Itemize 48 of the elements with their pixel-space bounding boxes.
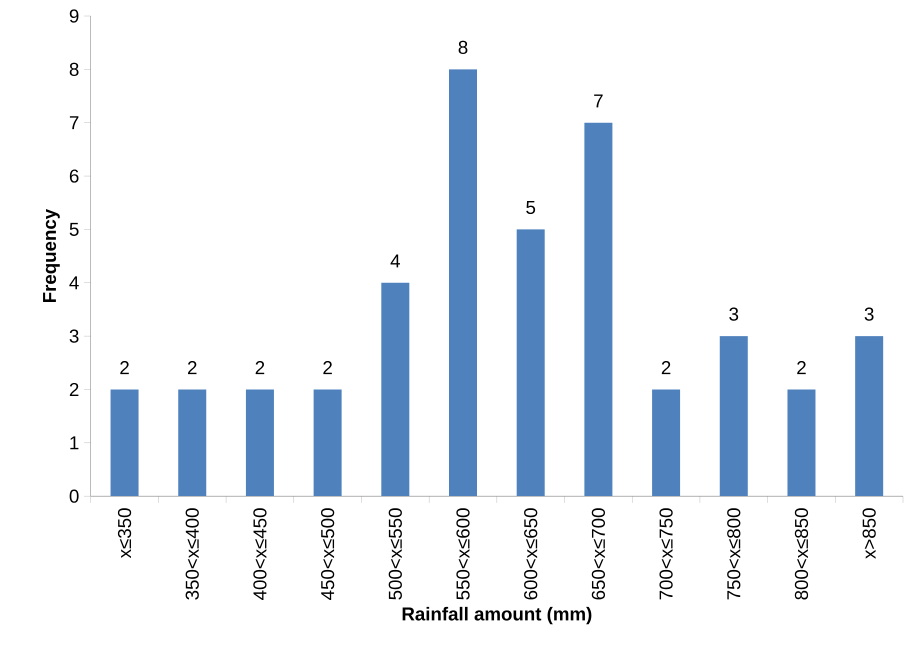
data-label: 3: [864, 308, 874, 321]
x-tick-label: 650<x≤700: [592, 508, 606, 600]
data-label: 2: [323, 361, 332, 374]
y-tick-label: 9: [70, 9, 78, 23]
bar: [246, 390, 274, 496]
y-tick-label: 2: [70, 382, 78, 396]
data-label: 2: [662, 361, 670, 374]
y-tick-label: 4: [69, 276, 79, 290]
bar: [314, 390, 342, 496]
x-tick-label: 700<x≤750: [659, 508, 673, 600]
x-tick-label: 400<x≤450: [253, 508, 267, 600]
bar: [855, 336, 884, 496]
bar: [381, 282, 410, 496]
bar: [787, 390, 816, 496]
x-tick-label: 750<x≤800: [727, 508, 740, 600]
data-label: 5: [526, 201, 536, 214]
y-tick-label: 3: [70, 330, 78, 343]
bar: [720, 336, 748, 496]
y-tick-label: 0: [70, 490, 79, 503]
bar: [178, 390, 206, 496]
x-tick-label: x≤350: [118, 508, 132, 558]
y-tick-label: 1: [70, 436, 78, 450]
bar: [584, 122, 612, 496]
y-tick-label: 6: [70, 169, 78, 183]
x-axis-title: Rainfall amount (mm): [402, 606, 592, 624]
x-tick-label: x>850: [862, 508, 876, 559]
data-label: 2: [797, 361, 806, 374]
x-tick-label: 550<x≤600: [456, 508, 470, 600]
bar: [652, 390, 680, 496]
data-label: 7: [594, 94, 603, 108]
data-label: 2: [120, 361, 129, 374]
y-tick-label: 8: [70, 62, 79, 76]
data-label: 2: [256, 361, 264, 374]
bar: [516, 229, 545, 496]
data-label: 3: [729, 308, 738, 321]
y-tick-label: 7: [70, 116, 78, 130]
x-tick-label: 600<x≤650: [524, 508, 538, 600]
data-label: 8: [458, 40, 468, 54]
x-tick-label: 350<x≤400: [186, 508, 199, 600]
x-tick-label: 500<x≤550: [388, 508, 402, 600]
bar: [110, 390, 139, 496]
data-label: 2: [188, 361, 196, 374]
y-axis-title: Frequency: [43, 209, 60, 302]
x-tick-label: 800<x≤850: [794, 508, 808, 600]
y-tick-label: 5: [70, 222, 79, 236]
x-tick-label: 450<x≤500: [321, 508, 334, 600]
bar: [449, 69, 478, 496]
data-label: 4: [390, 254, 400, 268]
